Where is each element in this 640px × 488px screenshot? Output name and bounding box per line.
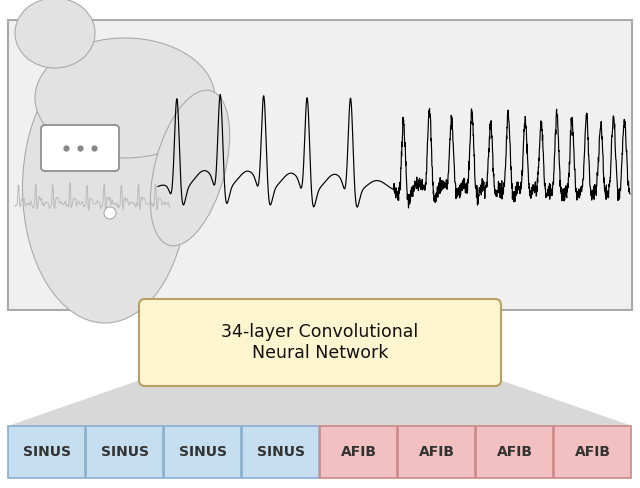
FancyBboxPatch shape bbox=[242, 426, 319, 478]
FancyBboxPatch shape bbox=[8, 426, 85, 478]
FancyBboxPatch shape bbox=[476, 426, 553, 478]
Polygon shape bbox=[8, 305, 632, 310]
Text: SINUS: SINUS bbox=[179, 445, 227, 459]
Text: 34-layer Convolutional
Neural Network: 34-layer Convolutional Neural Network bbox=[221, 323, 419, 362]
FancyBboxPatch shape bbox=[86, 426, 163, 478]
FancyBboxPatch shape bbox=[398, 426, 475, 478]
FancyBboxPatch shape bbox=[164, 426, 241, 478]
FancyBboxPatch shape bbox=[41, 125, 119, 171]
Ellipse shape bbox=[15, 0, 95, 68]
Text: SINUS: SINUS bbox=[100, 445, 148, 459]
Text: AFIB: AFIB bbox=[419, 445, 454, 459]
Ellipse shape bbox=[22, 53, 188, 323]
Text: SINUS: SINUS bbox=[257, 445, 305, 459]
Ellipse shape bbox=[150, 90, 230, 246]
Text: SINUS: SINUS bbox=[22, 445, 70, 459]
FancyBboxPatch shape bbox=[8, 20, 632, 310]
FancyBboxPatch shape bbox=[139, 299, 501, 386]
Text: AFIB: AFIB bbox=[497, 445, 532, 459]
FancyBboxPatch shape bbox=[320, 426, 397, 478]
Text: AFIB: AFIB bbox=[575, 445, 611, 459]
FancyBboxPatch shape bbox=[554, 426, 631, 478]
Ellipse shape bbox=[35, 38, 215, 158]
Text: AFIB: AFIB bbox=[340, 445, 376, 459]
Polygon shape bbox=[8, 380, 632, 426]
Circle shape bbox=[104, 207, 116, 219]
